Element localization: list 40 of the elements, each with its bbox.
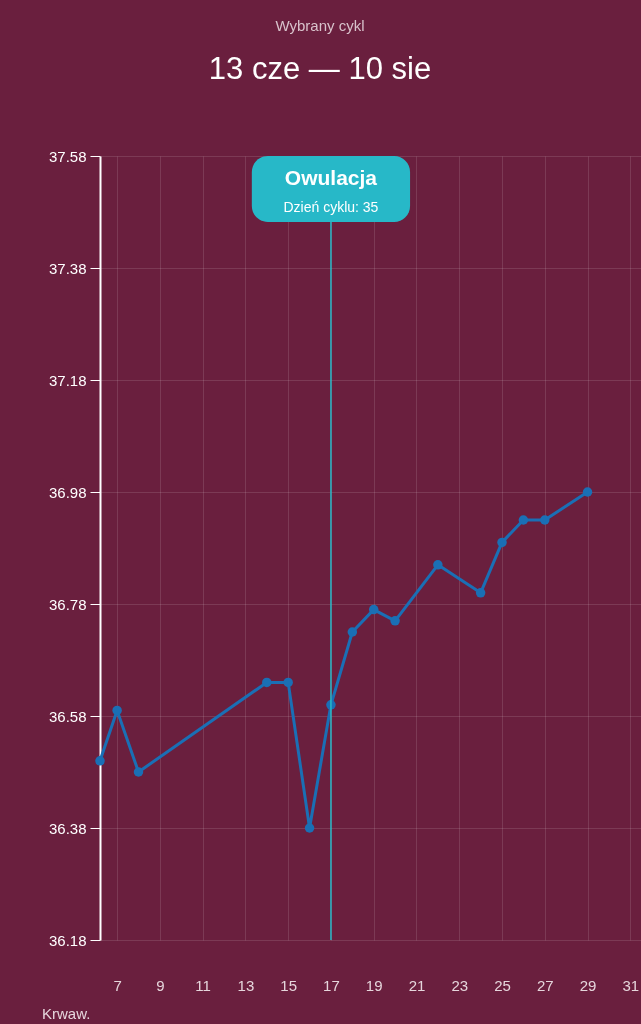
point: [518, 515, 529, 525]
x-tick-label: 21: [408, 976, 426, 994]
point: [347, 627, 358, 637]
y-tick-label: 36.58: [48, 707, 87, 725]
point: [133, 767, 144, 777]
point: [283, 677, 293, 688]
y-tick-label: 36.78: [48, 595, 87, 613]
x-tick-label: 29: [579, 976, 597, 994]
ref-line-label: Owulacja: [284, 166, 378, 189]
x-tick-label: 25: [494, 976, 511, 994]
x-tick-label: 31: [622, 976, 640, 994]
x-tick-label: 7: [113, 976, 122, 994]
y-tick-label: 36.98: [48, 483, 87, 501]
y-tick-label: 37.18: [48, 371, 87, 389]
y-tick-label: 36.18: [48, 931, 87, 949]
point: [540, 515, 550, 525]
x-tick-label: 19: [365, 976, 383, 994]
x-tick-label: 13: [237, 976, 255, 994]
point: [497, 537, 507, 548]
point: [433, 560, 443, 570]
x-tick-label: 15: [280, 976, 298, 994]
y-tick-label: 37.58: [48, 147, 87, 165]
point: [390, 616, 400, 626]
text: Krwaw.: [42, 1005, 91, 1022]
point: [304, 823, 315, 833]
x-tick-label: 17: [323, 976, 340, 994]
y-tick-label: 36.38: [48, 819, 87, 837]
x-tick-label: 11: [195, 976, 211, 994]
point: [95, 756, 105, 766]
y-tick-label: 37.38: [48, 259, 87, 277]
chart-title: 13 cze — 10 sie: [208, 51, 432, 86]
annotation: Dzień cyklu: 35: [283, 199, 379, 215]
chart-subtitle: Wybrany cykl: [275, 17, 365, 34]
x-tick-label: 23: [451, 976, 469, 994]
x-tick-label: 27: [536, 976, 554, 994]
point: [368, 604, 379, 615]
point: [475, 588, 486, 598]
point: [582, 487, 593, 497]
point: [262, 677, 272, 688]
x-tick-label: 9: [156, 976, 165, 994]
